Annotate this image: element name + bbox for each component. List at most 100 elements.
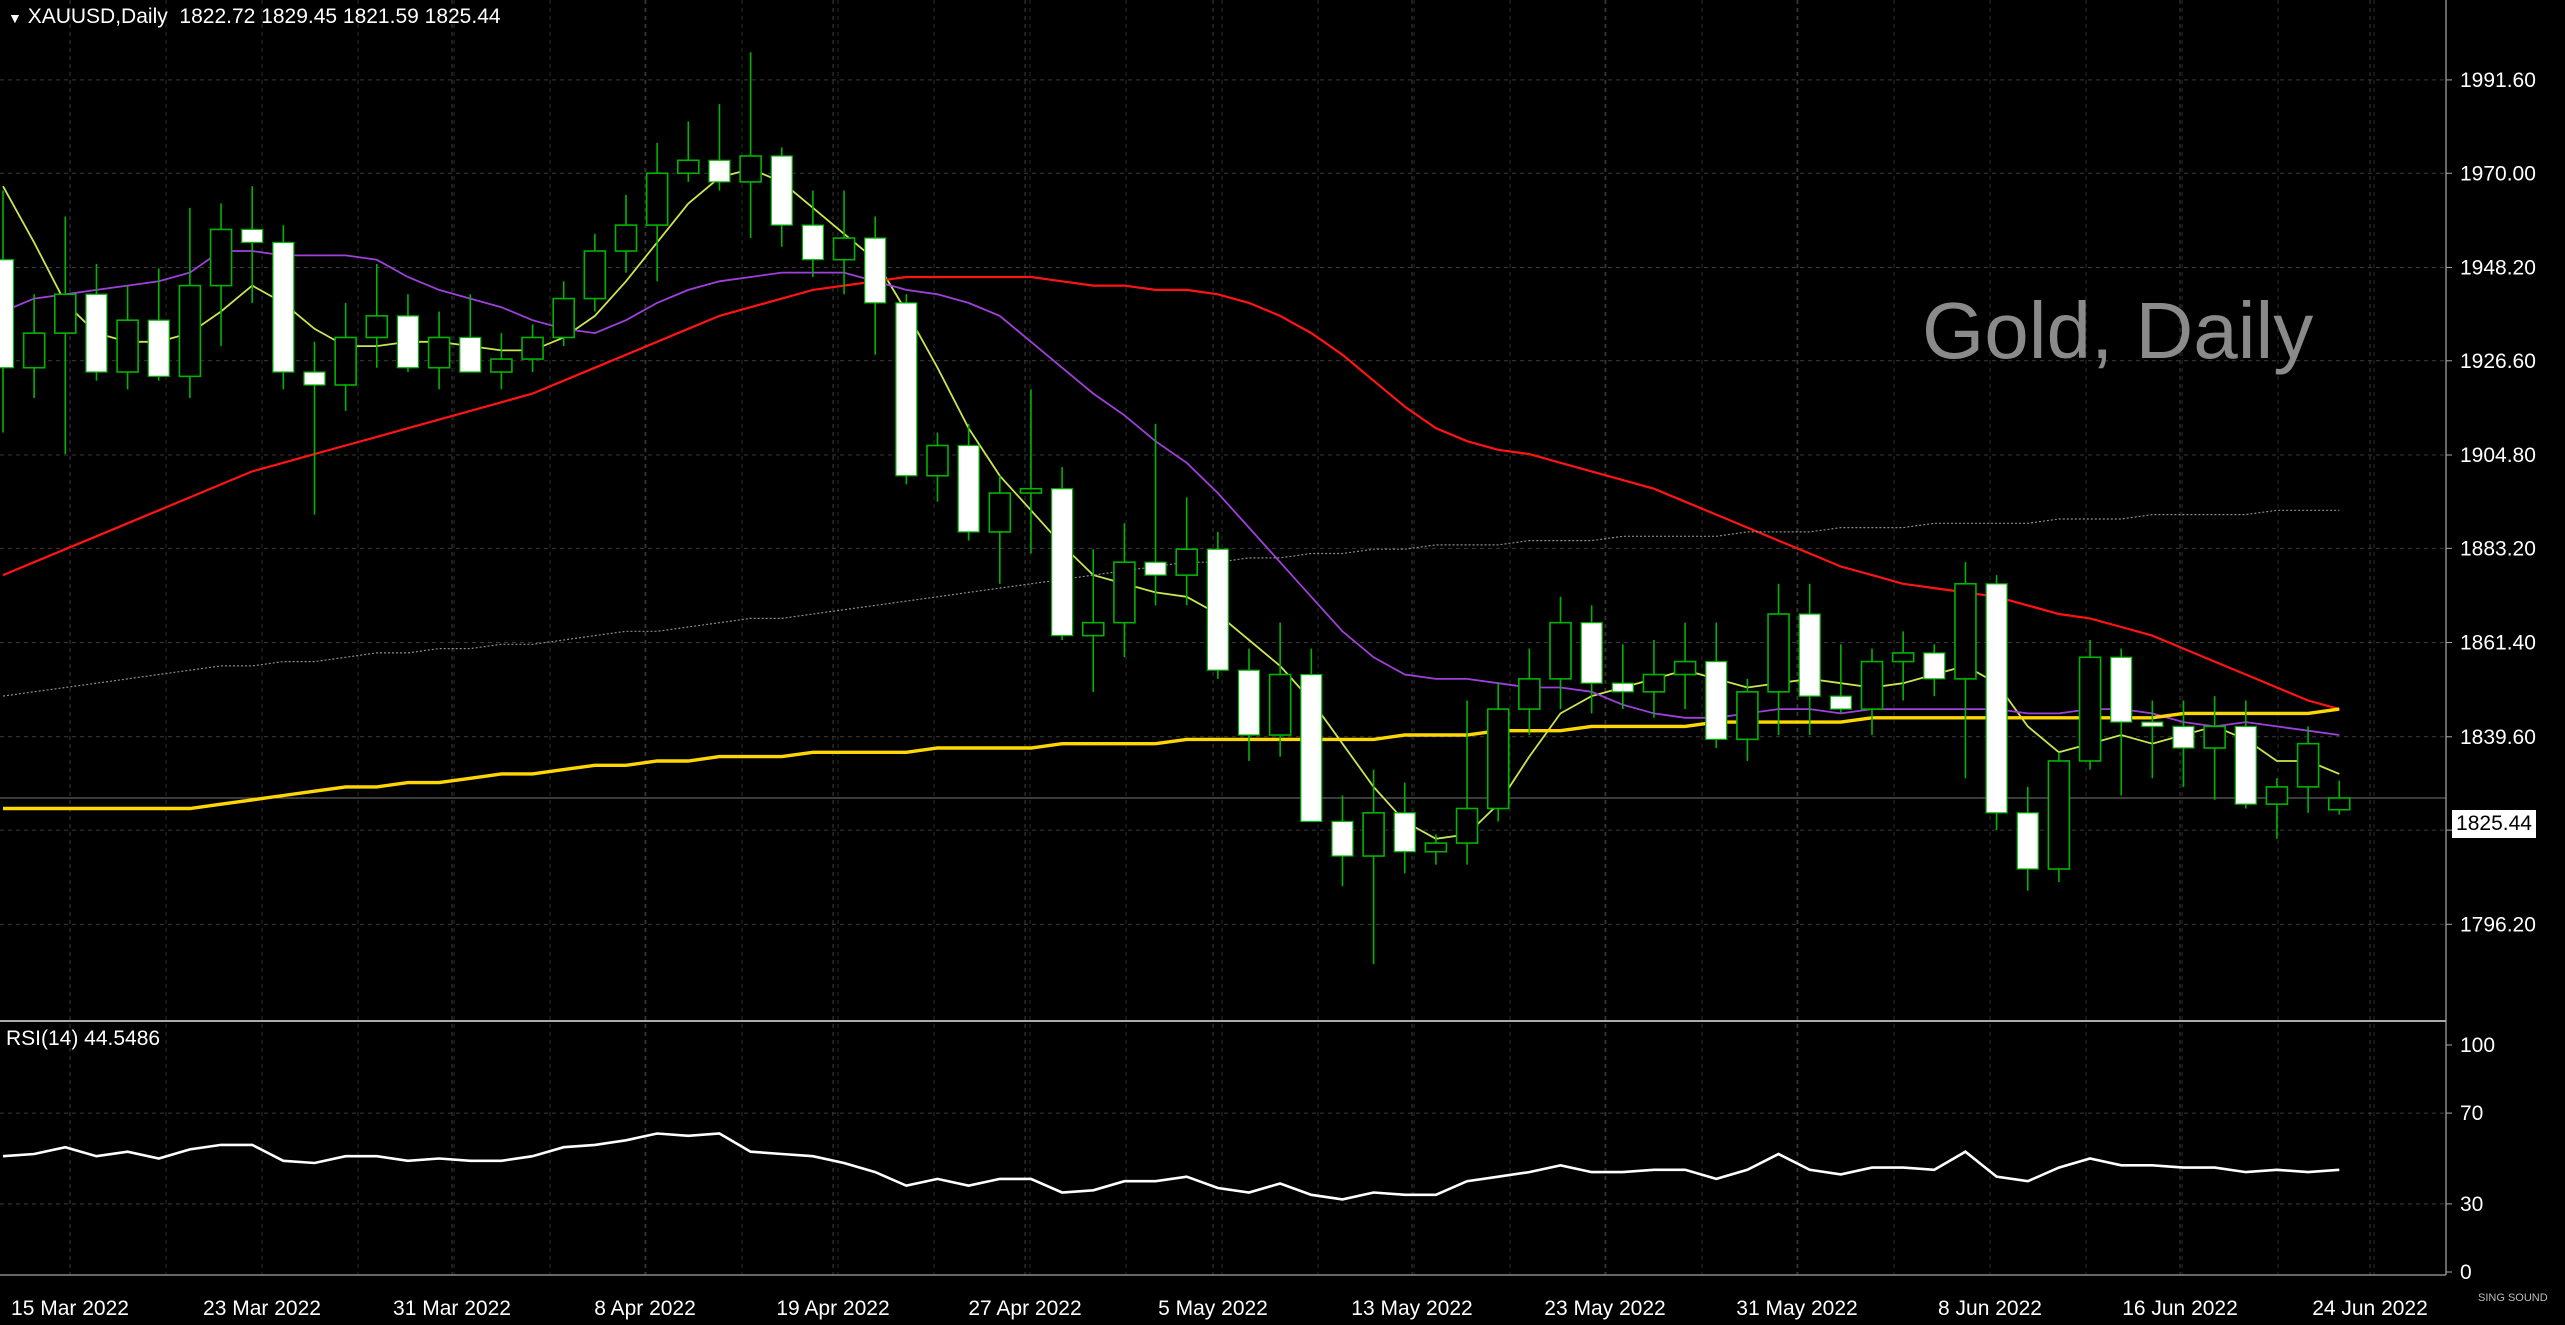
bear-candle-body [1985, 583, 2008, 814]
bull-candle-body [1455, 807, 1479, 844]
candle [2296, 726, 2320, 813]
chart-grid [0, 0, 2446, 1275]
bear-candle-body [1580, 622, 1603, 684]
candle [864, 216, 887, 355]
bear-candle-body [2172, 725, 2195, 749]
symbol-timeframe: XAUUSD,Daily [27, 5, 168, 28]
candle [1362, 769, 1385, 965]
bull-candle-body [1268, 673, 1292, 736]
candle [1455, 700, 1479, 865]
candle [2234, 700, 2257, 809]
candle [116, 285, 139, 390]
time-tick-label: 23 May 2022 [1544, 1297, 1665, 1320]
time-tick-label: 27 Apr 2022 [968, 1297, 1081, 1320]
bull-candle-body [1549, 621, 1572, 680]
candle [801, 190, 825, 277]
candle [1705, 622, 1728, 748]
bull-candle-body [988, 492, 1012, 533]
candle [0, 190, 15, 433]
candle [1891, 631, 1915, 701]
bull-candle-body [552, 297, 576, 339]
candle [2141, 700, 2164, 779]
time-tick-label: 5 May 2022 [1158, 1297, 1268, 1320]
candle [1642, 639, 1666, 718]
candle [2047, 752, 2071, 882]
candle [459, 294, 482, 373]
time-tick-label: 8 Apr 2022 [594, 1297, 696, 1320]
candle [1736, 678, 1759, 761]
bear-candle-body [1144, 561, 1167, 576]
bear-candle-body [895, 302, 918, 477]
candle [241, 186, 264, 303]
candle [85, 264, 108, 381]
bull-candle-body [1175, 548, 1198, 576]
candle [2016, 786, 2039, 891]
candle [1486, 683, 1510, 822]
candle [739, 52, 762, 239]
bull-candle-body [116, 319, 139, 373]
bull-candle-body [1736, 691, 1759, 741]
bull-candle-body [2265, 786, 2289, 805]
bull-candle-body [2296, 742, 2320, 788]
candle [708, 104, 731, 191]
bull-candle-body [365, 315, 389, 339]
rsi-tick-label: 70 [2460, 1102, 2483, 1125]
candle [957, 423, 980, 541]
candle [1300, 648, 1323, 823]
bear-candle-body [1300, 673, 1323, 823]
candle [1081, 549, 1105, 692]
candle [147, 268, 170, 381]
bull-candle-body [427, 336, 451, 369]
time-tick-label: 23 Mar 2022 [203, 1297, 321, 1320]
bear-candle-body [770, 155, 793, 226]
bull-candle-body [676, 159, 700, 175]
bull-candle-body [1860, 660, 1884, 710]
bear-candle-body [2016, 812, 2039, 870]
price-tick-label: 1861.40 [2460, 632, 2536, 655]
candle [272, 225, 295, 390]
candle [427, 311, 451, 390]
bear-candle-body [957, 444, 980, 533]
bull-candle-body [1954, 582, 1977, 680]
rsi-tick-label: 0 [2460, 1261, 2472, 1284]
candle [1518, 648, 1541, 736]
candle [209, 203, 233, 347]
chart-watermark: Gold, Daily [1922, 286, 2314, 375]
bull-candle-body [178, 284, 202, 378]
candle [1611, 644, 1634, 710]
bear-candle-body [864, 237, 887, 304]
last-price-label: 1825.44 [2452, 810, 2536, 838]
candle [552, 281, 576, 347]
bull-candle-body [1486, 708, 1510, 810]
collapse-triangle-icon[interactable]: ▼ [8, 10, 22, 26]
bull-candle-body [490, 358, 513, 373]
candle [178, 207, 202, 398]
bear-candle-body [85, 293, 108, 373]
candle [1860, 648, 1884, 736]
candle [676, 121, 700, 182]
bull-candle-body [1673, 660, 1697, 676]
bear-candle-body [801, 224, 825, 261]
candle [334, 302, 357, 411]
candle [583, 233, 607, 312]
candle [1424, 834, 1448, 865]
candle [1050, 467, 1074, 640]
candlestick-series [0, 52, 2351, 965]
time-axis: 15 Mar 2022 23 Mar 2022 31 Mar 2022 8 Apr 2… [11, 1297, 2428, 1320]
price-tick-label: 1991.60 [2460, 69, 2536, 92]
time-tick-label: 19 Apr 2022 [776, 1297, 889, 1320]
ma-mid-line [2, 250, 2340, 736]
candle [2203, 696, 2226, 800]
bull-candle-body [1642, 673, 1666, 693]
candle [1175, 497, 1198, 606]
candle [1113, 523, 1136, 658]
price-tick-label: 1796.20 [2460, 913, 2536, 936]
candle [926, 432, 949, 502]
bull-candle-body [1424, 842, 1448, 853]
bear-candle-body [303, 371, 326, 386]
bear-candle-body [1611, 682, 1634, 693]
candle [1549, 596, 1572, 710]
candle [1798, 583, 1821, 736]
ma-fast-line [2, 167, 2340, 840]
